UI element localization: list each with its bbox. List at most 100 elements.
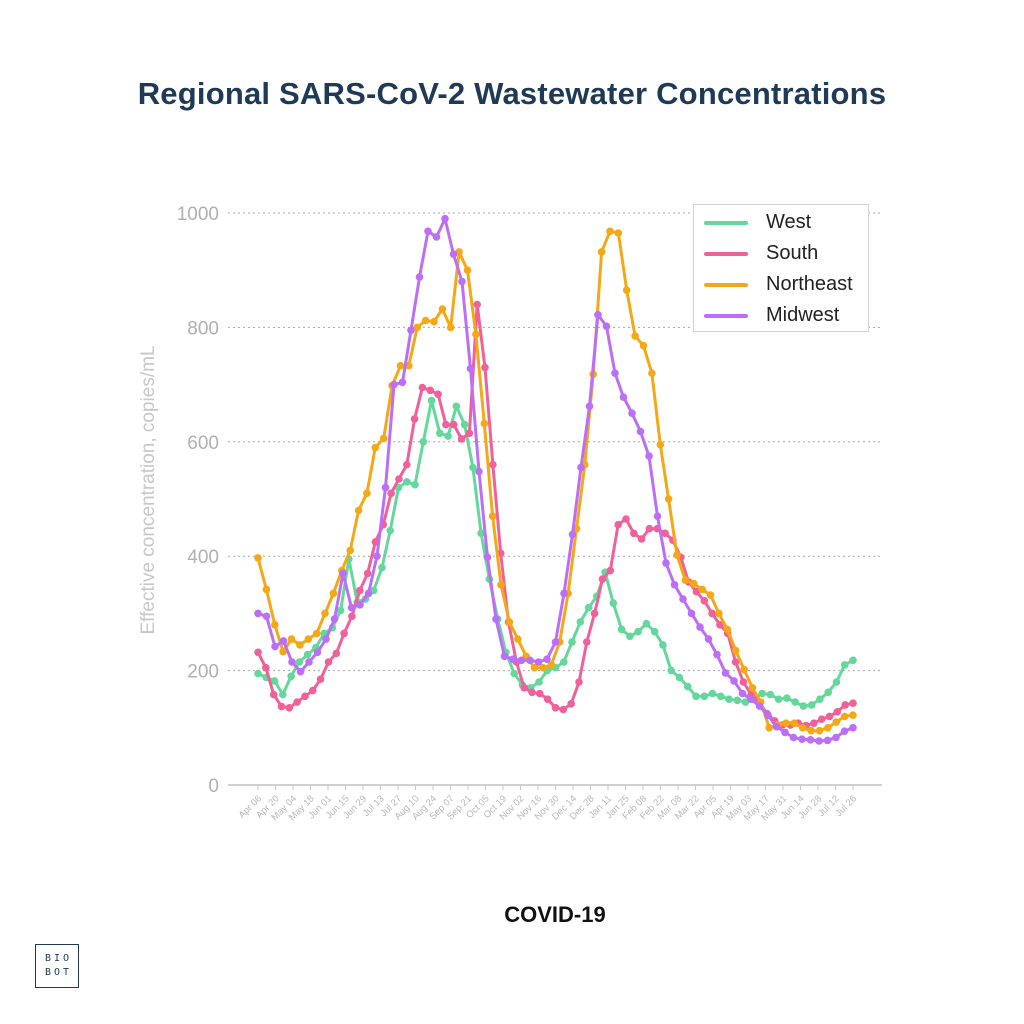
data-point-west bbox=[403, 478, 411, 486]
data-point-northeast bbox=[271, 621, 279, 629]
data-point-midwest bbox=[466, 364, 475, 373]
data-point-south bbox=[833, 708, 842, 716]
data-point-northeast bbox=[807, 726, 815, 735]
legend-item-midwest: Midwest bbox=[694, 300, 868, 331]
data-point-midwest bbox=[755, 702, 764, 710]
data-point-northeast bbox=[731, 646, 740, 655]
data-point-midwest bbox=[764, 711, 772, 719]
data-point-south bbox=[606, 566, 615, 575]
data-point-south bbox=[332, 649, 341, 658]
data-point-south bbox=[277, 702, 286, 711]
data-point-northeast bbox=[798, 724, 807, 732]
data-point-south bbox=[316, 675, 325, 683]
data-point-midwest bbox=[305, 658, 313, 666]
data-point-south bbox=[692, 587, 701, 596]
y-tick-label: 0 bbox=[208, 776, 219, 797]
data-point-northeast bbox=[505, 618, 514, 626]
data-point-midwest bbox=[628, 409, 636, 418]
data-point-northeast bbox=[765, 724, 773, 732]
data-point-south bbox=[465, 429, 474, 438]
data-point-northeast bbox=[782, 719, 790, 727]
data-point-south bbox=[269, 690, 278, 699]
data-point-south bbox=[817, 715, 826, 723]
data-point-west bbox=[708, 689, 717, 698]
data-point-northeast bbox=[622, 286, 631, 295]
data-point-west bbox=[766, 690, 775, 699]
data-point-west bbox=[626, 632, 634, 641]
data-point-midwest bbox=[730, 677, 738, 685]
data-point-northeast bbox=[514, 635, 522, 643]
legend-item-northeast: Northeast bbox=[694, 269, 868, 300]
data-point-midwest bbox=[840, 727, 849, 735]
data-point-west bbox=[477, 529, 485, 538]
data-point-northeast bbox=[312, 629, 321, 638]
data-point-northeast bbox=[715, 609, 723, 618]
data-point-northeast bbox=[539, 663, 547, 672]
data-point-west bbox=[386, 526, 395, 535]
data-point-northeast bbox=[472, 330, 480, 339]
data-point-northeast bbox=[790, 719, 799, 727]
data-point-northeast bbox=[421, 316, 430, 325]
data-point-south bbox=[262, 663, 270, 672]
data-point-midwest bbox=[815, 737, 823, 745]
data-point-midwest bbox=[517, 656, 526, 665]
data-point-south bbox=[661, 529, 669, 538]
data-point-midwest bbox=[407, 326, 415, 335]
data-point-northeast bbox=[296, 641, 304, 649]
data-point-northeast bbox=[723, 625, 732, 634]
data-point-northeast bbox=[840, 712, 849, 721]
data-point-south bbox=[528, 688, 536, 697]
data-point-south bbox=[403, 460, 411, 469]
data-point-northeast bbox=[740, 665, 748, 674]
data-point-northeast bbox=[497, 581, 505, 589]
data-point-midwest bbox=[475, 467, 483, 476]
data-point-midwest bbox=[560, 589, 568, 598]
data-point-midwest bbox=[551, 638, 560, 646]
data-point-south bbox=[825, 712, 834, 721]
legend-label-south: South bbox=[766, 242, 819, 264]
data-point-midwest bbox=[534, 658, 543, 666]
data-point-midwest bbox=[330, 615, 339, 623]
data-point-midwest bbox=[449, 250, 458, 258]
data-point-west bbox=[436, 429, 444, 438]
data-point-midwest bbox=[526, 656, 534, 665]
data-point-south bbox=[520, 684, 528, 692]
data-point-south bbox=[849, 699, 857, 707]
data-point-northeast bbox=[824, 724, 832, 732]
data-point-northeast bbox=[614, 229, 623, 237]
data-point-west bbox=[560, 658, 568, 666]
legend-swatch-west bbox=[704, 220, 748, 225]
data-point-midwest bbox=[398, 378, 407, 387]
data-point-west bbox=[659, 641, 667, 649]
data-point-midwest bbox=[789, 733, 798, 742]
y-tick-label: 600 bbox=[187, 433, 219, 454]
data-point-south bbox=[543, 695, 552, 703]
data-point-midwest bbox=[441, 214, 449, 223]
data-point-northeast bbox=[287, 635, 296, 643]
data-point-west bbox=[700, 692, 709, 701]
data-point-west bbox=[634, 627, 642, 636]
data-point-midwest bbox=[738, 689, 747, 698]
series-layer bbox=[254, 214, 857, 745]
data-point-midwest bbox=[568, 530, 577, 539]
series-midwest bbox=[254, 214, 857, 745]
data-point-northeast bbox=[673, 551, 681, 559]
data-point-midwest bbox=[662, 559, 670, 567]
data-point-south bbox=[622, 515, 630, 523]
data-point-midwest bbox=[849, 724, 857, 732]
data-point-west bbox=[774, 695, 783, 703]
data-point-northeast bbox=[396, 361, 405, 370]
data-point-northeast bbox=[463, 266, 472, 275]
data-point-south bbox=[630, 529, 638, 538]
data-point-midwest bbox=[381, 483, 390, 492]
data-point-midwest bbox=[347, 603, 356, 612]
data-point-west bbox=[270, 677, 279, 685]
data-point-south bbox=[575, 678, 583, 686]
y-axis-ticks: 0 200 400 600 800 1000 bbox=[177, 204, 219, 797]
data-point-west bbox=[295, 658, 304, 666]
y-tick-label: 800 bbox=[187, 318, 219, 339]
data-point-south bbox=[395, 475, 403, 483]
data-point-south bbox=[434, 390, 442, 399]
data-point-midwest bbox=[636, 427, 645, 436]
data-point-northeast bbox=[606, 227, 614, 236]
